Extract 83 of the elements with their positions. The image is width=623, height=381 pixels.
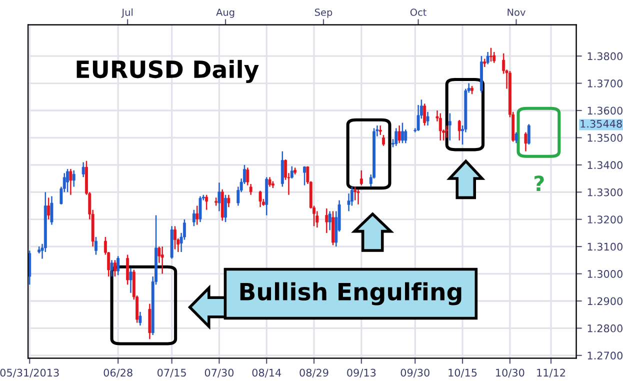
x-tick-label: 08/14 [252, 368, 282, 378]
candlestick [486, 51, 490, 65]
x2-tick-label: Oct [410, 8, 426, 16]
x-tick-label: 07/15 [157, 368, 186, 378]
y-tick-label: 1.3100 [588, 242, 622, 251]
x-tick-label: 10/15 [448, 368, 477, 378]
candlestick [325, 208, 328, 234]
candlestick [401, 122, 404, 144]
candlestick [354, 186, 357, 201]
x-tick-label: 08/29 [300, 368, 328, 378]
candlestick [492, 51, 496, 64]
candlestick [47, 196, 50, 220]
annotation: Bullish Engulfing [240, 282, 462, 306]
x-tick-label: 10/30 [496, 368, 524, 378]
candlestick [196, 205, 199, 226]
candlestick [94, 236, 98, 256]
candlestick [148, 303, 152, 340]
candlestick [445, 124, 448, 138]
candlestick [360, 170, 363, 186]
y-tick-label: 1.3300 [588, 188, 622, 196]
y-tick-label: 1.2800 [588, 324, 622, 332]
candlestick [356, 188, 360, 206]
y-tick-label: 1.3000 [588, 270, 622, 278]
candlestick [138, 311, 142, 326]
candlestick [160, 246, 164, 274]
candlestick [50, 196, 54, 226]
candlestick [514, 132, 518, 144]
candlestick [398, 124, 401, 144]
candlestick [458, 119, 461, 142]
candlestick [524, 132, 528, 152]
y-tick-label: 1.3800 [588, 52, 622, 60]
y-tick-label: 1.2700 [588, 352, 622, 360]
candlestick [218, 182, 221, 212]
candlestick [227, 194, 230, 208]
x2-tick-label: Nov [508, 8, 526, 16]
y-tick-label: 1.2900 [588, 297, 622, 306]
x2-tick-label: Jul [121, 8, 133, 18]
y-tick-label: 1.3400 [588, 161, 622, 170]
candlestick [527, 123, 530, 146]
candlestick [205, 194, 208, 210]
candlestick [328, 210, 332, 231]
y-tick-label: 1.3200 [588, 216, 622, 224]
candlestick [438, 112, 442, 142]
x-tick-label: 09/30 [400, 368, 430, 378]
candlestick [66, 168, 70, 193]
candlestick [82, 162, 85, 178]
candlestick [198, 196, 202, 223]
candlestick [489, 47, 492, 62]
candlestick [394, 128, 398, 146]
candlestick [280, 150, 284, 188]
candlestick [448, 112, 452, 142]
candlestick [126, 254, 130, 286]
candlestick [192, 209, 196, 227]
y-tick-label: 1.3500 [588, 134, 622, 142]
candlestick [378, 124, 382, 136]
candlestick [72, 170, 76, 188]
x-tick-label: 05/31/2013 [0, 368, 59, 378]
candlestick [129, 268, 132, 294]
candlestick [303, 166, 306, 186]
x-tick-label: 07/30 [204, 368, 234, 378]
candlestick [224, 194, 227, 223]
x2-tick-label: Aug [216, 8, 234, 18]
x2-tick-label: Sep [314, 8, 332, 18]
candlestick [268, 176, 272, 188]
y-tick-label: 1.3700 [588, 80, 622, 88]
candlestick [173, 226, 176, 250]
candlestick [69, 168, 72, 196]
candlestick [110, 260, 114, 278]
candlestick [426, 111, 430, 126]
x-tick-label: 09/13 [347, 368, 376, 378]
candlestick [290, 166, 294, 180]
candlestick [258, 190, 262, 208]
candlestick [382, 134, 385, 146]
candlestick [116, 255, 120, 276]
text: EURUSD Daily [76, 60, 259, 83]
candlestick [113, 260, 116, 278]
y-tick-label: 1.3600 [588, 106, 622, 115]
x-tick-label: 06/28 [104, 368, 132, 378]
candlestick [423, 103, 426, 126]
annotation: ? [534, 175, 544, 191]
x-tick-label: 11/12 [537, 368, 565, 378]
candlestick [404, 128, 408, 144]
text: 1.35448 [580, 120, 622, 128]
